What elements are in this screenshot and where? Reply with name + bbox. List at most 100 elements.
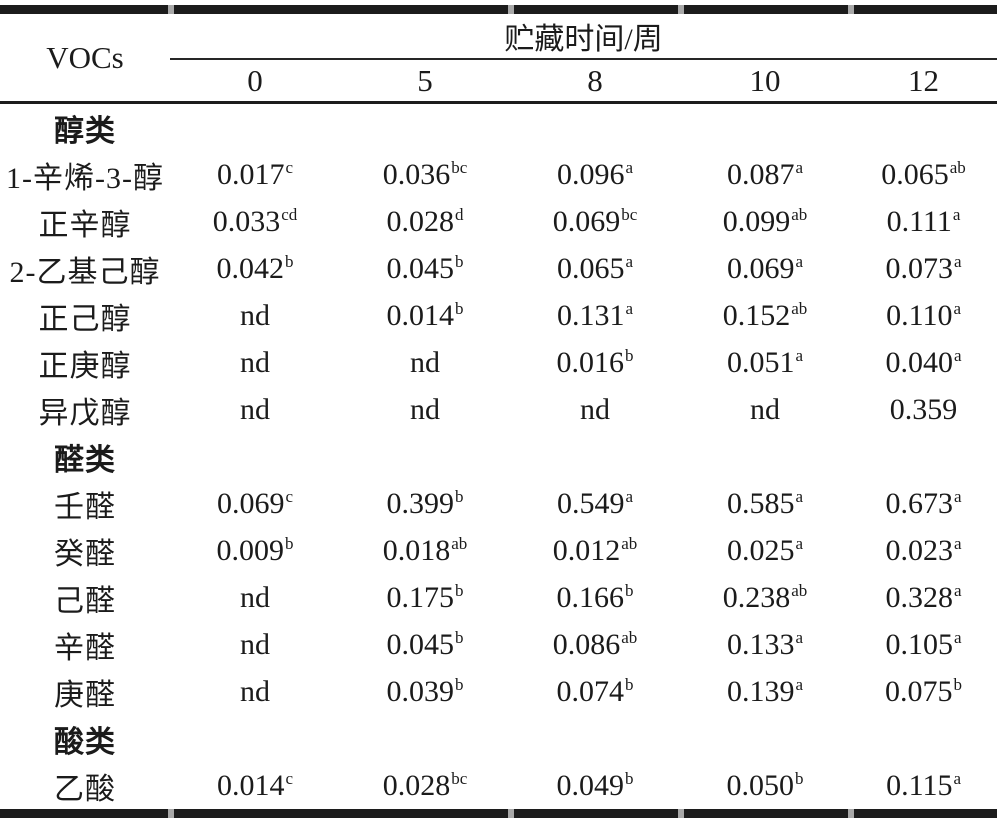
significance-superscript: c [285, 486, 294, 506]
value-text: 0.049 [556, 768, 625, 802]
value-cell: 0.036bc [340, 151, 510, 198]
value-cell: 0.018ab [340, 527, 510, 574]
value-cell: 0.069bc [510, 198, 680, 245]
value-cell: 0.023a [850, 527, 997, 574]
compound-group-label: 醛类 [54, 443, 116, 477]
significance-superscript: bc [621, 204, 638, 224]
value-cell: 0.014b [340, 292, 510, 339]
value-text: 0.009 [216, 533, 285, 567]
value-text: 0.018 [382, 533, 451, 567]
significance-superscript: c [285, 768, 294, 788]
value-text: 0.166 [556, 580, 625, 614]
empty-cell [170, 103, 340, 152]
significance-superscript: b [625, 768, 634, 788]
empty-cell [170, 433, 340, 480]
significance-superscript: ab [791, 298, 808, 318]
value-text: nd [410, 392, 440, 426]
value-text: nd [240, 298, 270, 332]
significance-superscript: a [625, 157, 634, 177]
table-row: 1-辛烯-3-醇 0.017c 0.036bc 0.096a 0.087a 0.065ab [0, 151, 997, 198]
group-row: 醇类 [0, 103, 997, 152]
value-cell: nd [340, 339, 510, 386]
value-cell: 0.110a [850, 292, 997, 339]
value-cell: 0.040a [850, 339, 997, 386]
value-cell: 0.033cd [170, 198, 340, 245]
value-text: 0.359 [889, 392, 958, 426]
value-cell: 0.152ab [680, 292, 850, 339]
value-cell: 0.028bc [340, 762, 510, 809]
value-cell: 0.069c [170, 480, 340, 527]
empty-cell [510, 433, 680, 480]
significance-superscript: ab [451, 533, 468, 553]
empty-cell [850, 433, 997, 480]
value-cell: 0.087a [680, 151, 850, 198]
significance-superscript: ab [791, 204, 808, 224]
value-cell: 0.074b [510, 668, 680, 715]
value-cell: 0.086ab [510, 621, 680, 668]
significance-superscript: a [952, 204, 961, 224]
value-text: nd [750, 392, 780, 426]
voc-compound-label: 正庚醇 [38, 349, 132, 383]
value-text: 0.105 [885, 627, 954, 661]
empty-cell [340, 103, 510, 152]
significance-superscript: a [954, 486, 962, 506]
empty-cell [340, 715, 510, 762]
significance-superscript: b [625, 580, 634, 600]
value-cell: nd [170, 668, 340, 715]
significance-superscript: b [455, 674, 464, 694]
value-cell: nd [170, 339, 340, 386]
voc-compound-label: 乙酸 [54, 772, 116, 806]
table-row: 正庚醇 nd nd 0.016b 0.051a 0.040a [0, 339, 997, 386]
significance-superscript: a [795, 157, 804, 177]
significance-superscript: cd [281, 204, 298, 224]
value-cell: 0.069a [680, 245, 850, 292]
value-cell: nd [170, 574, 340, 621]
value-text: 0.238 [722, 580, 791, 614]
table-row: 癸醛 0.009b 0.018ab 0.012ab 0.025a 0.023a [0, 527, 997, 574]
voc-compound-label: 1-辛烯-3-醇 [6, 161, 164, 195]
significance-superscript: a [795, 533, 804, 553]
value-text: 0.110 [886, 298, 953, 332]
compound-group-label: 酸类 [54, 725, 116, 759]
value-text: 0.045 [386, 627, 455, 661]
voc-compound-label: 辛醛 [54, 631, 116, 665]
value-text: 0.069 [552, 204, 621, 238]
table-row: 乙酸 0.014c 0.028bc 0.049b 0.050b 0.115a [0, 762, 997, 809]
value-text: 0.399 [386, 486, 455, 520]
significance-superscript: a [625, 298, 634, 318]
value-cell: 0.045b [340, 245, 510, 292]
value-cell: 0.133a [680, 621, 850, 668]
value-text: 0.087 [726, 157, 795, 191]
empty-cell [680, 433, 850, 480]
value-cell: 0.028d [340, 198, 510, 245]
table-body: 醇类 1-辛烯-3-醇 0.017c 0.036bc 0.096a 0.087a 0.065… [0, 103, 997, 810]
value-cell: 0.399b [340, 480, 510, 527]
significance-superscript: b [455, 251, 464, 271]
empty-cell [680, 715, 850, 762]
value-cell: 0.585a [680, 480, 850, 527]
value-cell: 0.065ab [850, 151, 997, 198]
group-row: 酸类 [0, 715, 997, 762]
value-text: 0.065 [881, 157, 949, 191]
value-text: 0.086 [552, 627, 621, 661]
empty-cell [510, 103, 680, 152]
value-cell: 0.115a [850, 762, 997, 809]
value-text: 0.074 [556, 674, 625, 708]
value-text: nd [240, 392, 270, 426]
value-cell: 0.175b [340, 574, 510, 621]
value-text: 0.040 [885, 345, 954, 379]
value-cell: nd [170, 621, 340, 668]
table-row: 异戊醇 nd nd nd nd 0.359 [0, 386, 997, 433]
value-text: 0.585 [726, 486, 795, 520]
value-text: 0.014 [386, 298, 455, 332]
significance-superscript: a [954, 533, 962, 553]
time-column-header-0: 0 [170, 59, 340, 104]
empty-cell [850, 103, 997, 152]
significance-superscript: bc [451, 768, 468, 788]
value-text: 0.131 [556, 298, 625, 332]
value-text: 0.065 [556, 251, 625, 285]
value-cell: 0.111a [850, 198, 997, 245]
table-row: 庚醛 nd 0.039b 0.074b 0.139a 0.075b [0, 668, 997, 715]
value-text: nd [240, 580, 270, 614]
